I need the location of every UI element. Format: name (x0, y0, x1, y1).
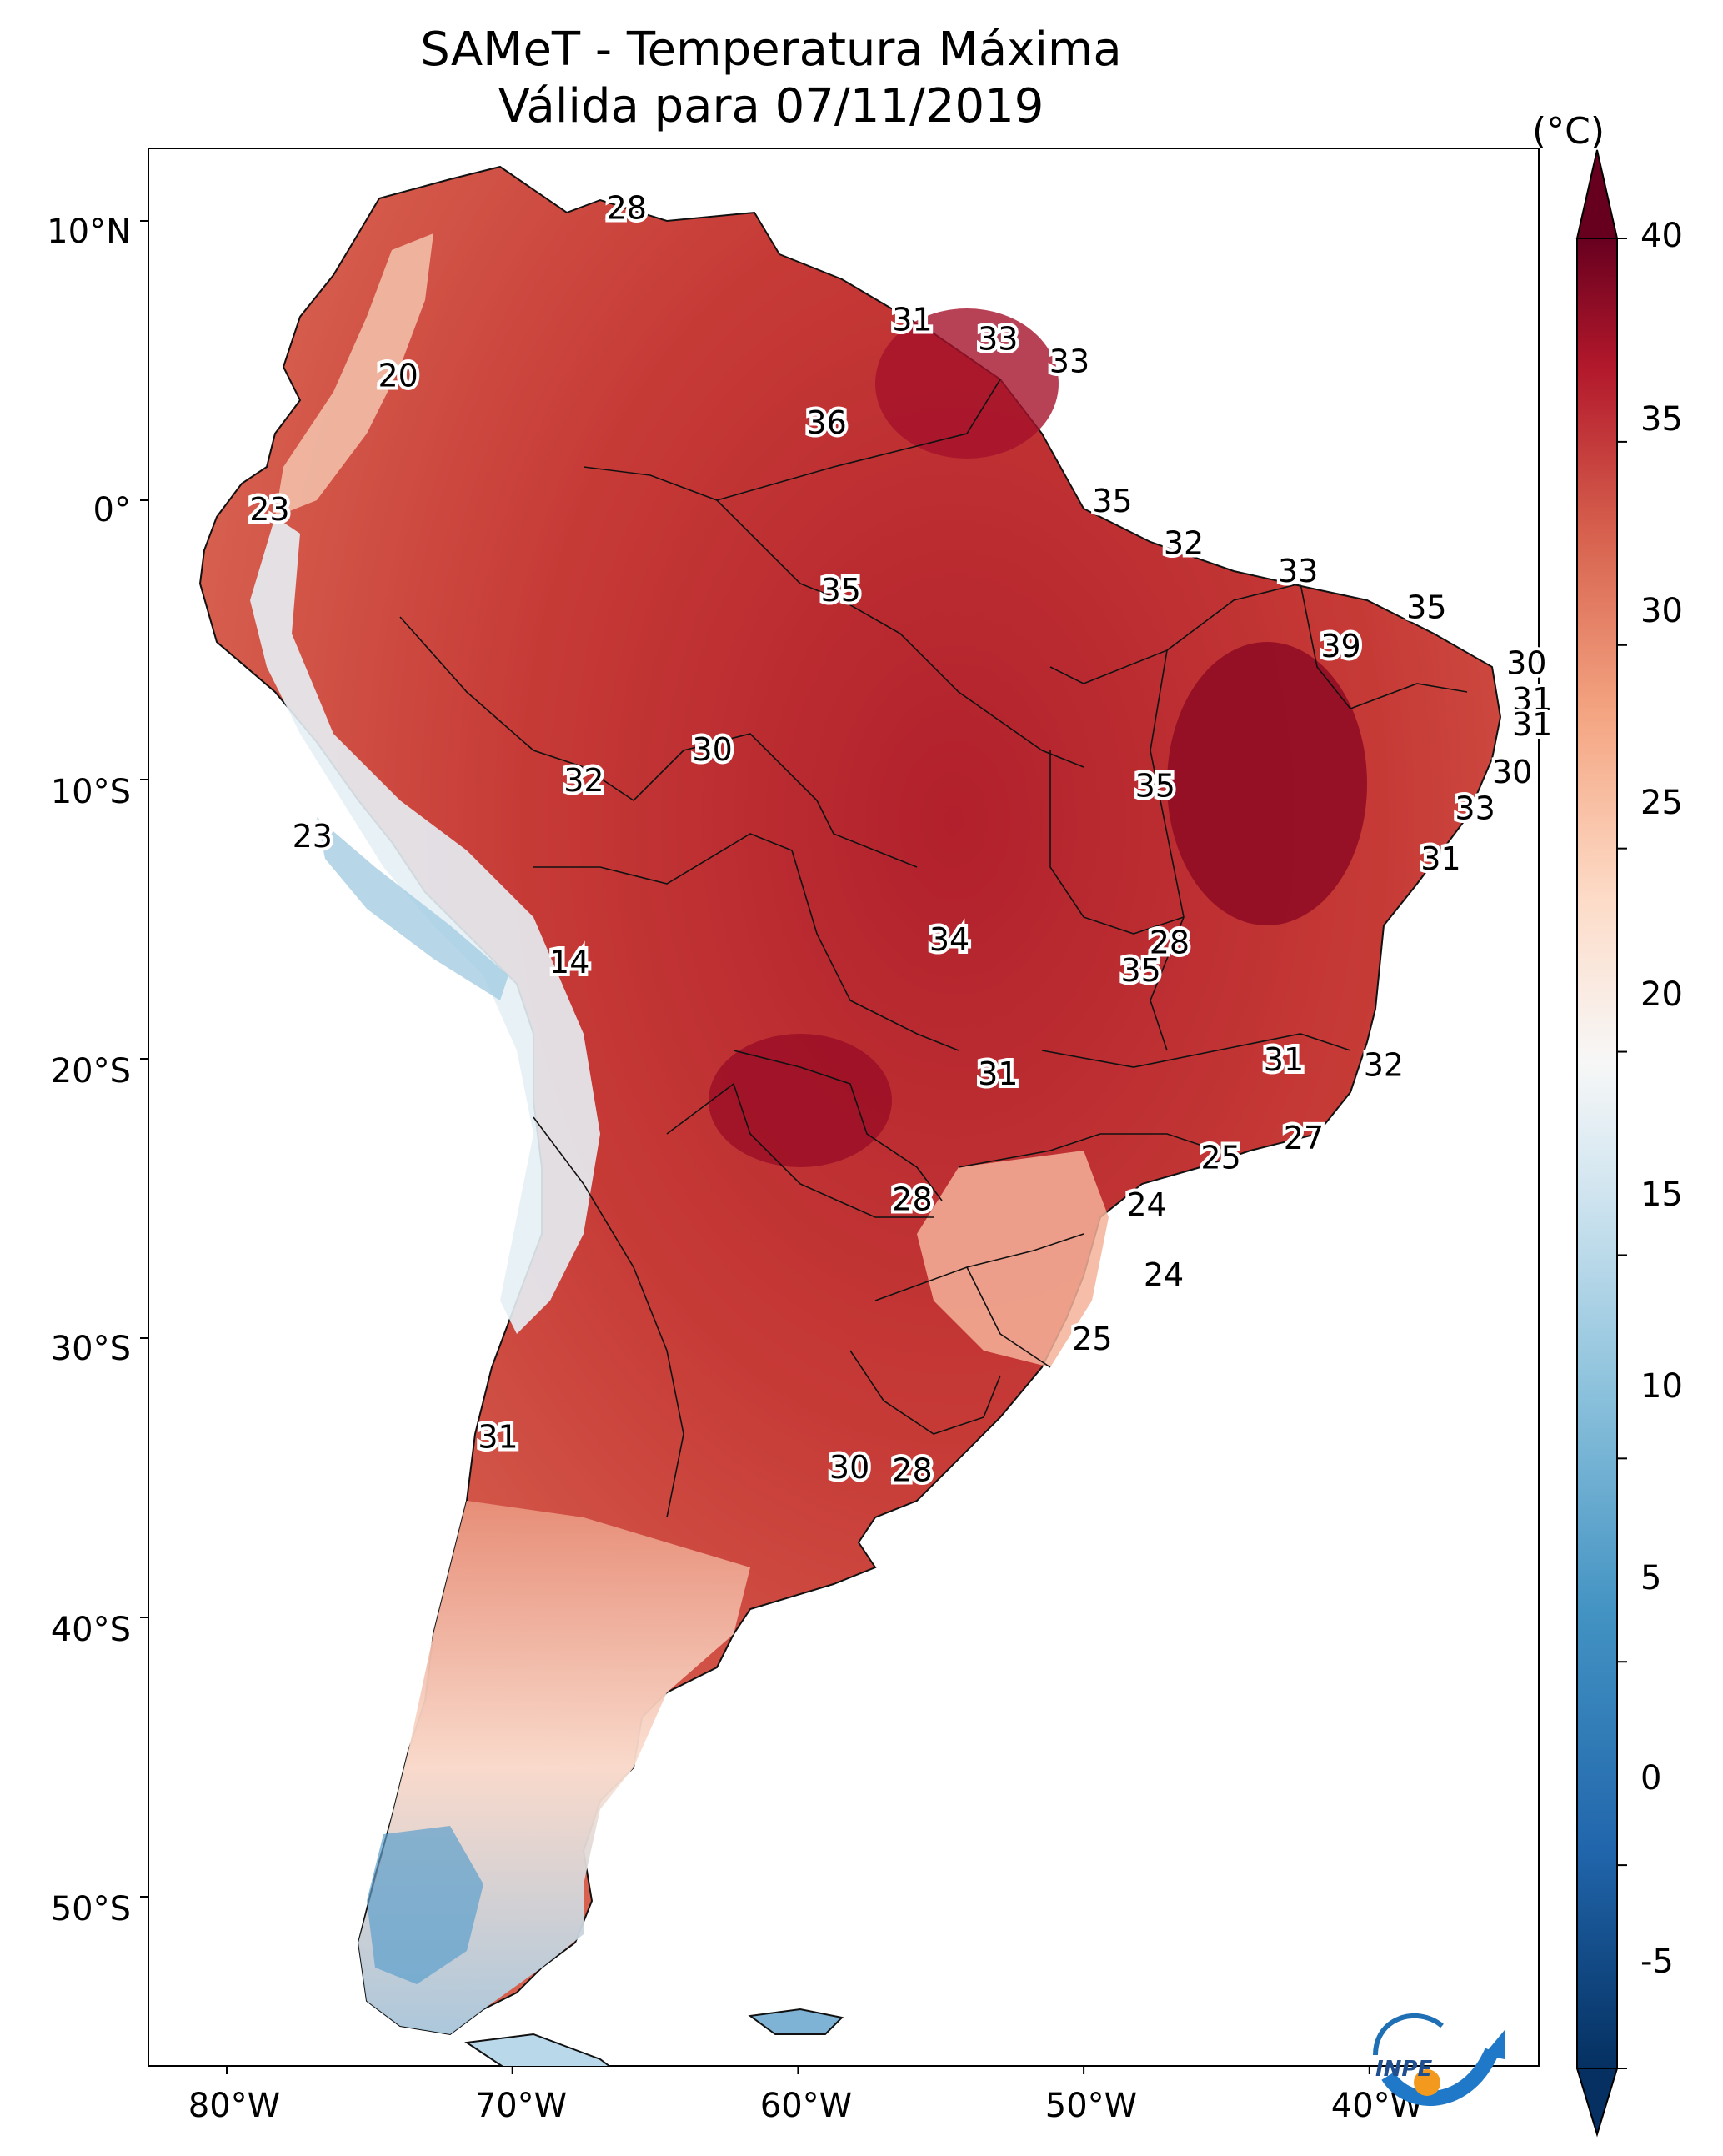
andes-blue-core (317, 817, 508, 1000)
longitude-tick-label: 80°W (188, 2087, 281, 2125)
colorbar-tick-label: -5 (1640, 1943, 1674, 1981)
temperature-value-label: 32 (1364, 1047, 1404, 1084)
latitude-tick-label: 10°N (47, 213, 131, 251)
colorbar-tick-label: 40 (1640, 217, 1683, 255)
temperature-value-label: 27 (1284, 1120, 1324, 1156)
colorbar-tick-label: 25 (1640, 784, 1683, 822)
temperature-value-label: 28 (1150, 924, 1190, 960)
temperature-value-label: 20 (378, 357, 418, 394)
temperature-value-label: 31 (1420, 840, 1460, 877)
colorbar-tick-label: 10 (1640, 1367, 1683, 1406)
inpe-logo: INPE (1373, 2013, 1505, 2107)
temperature-value-label: 35 (1135, 768, 1175, 805)
longitude-tick-label: 70°W (474, 2087, 568, 2125)
andes-north-cool-zone (275, 233, 433, 517)
temperature-value-label: 30 (1492, 754, 1532, 790)
temperature-value-label: 36 (806, 404, 846, 441)
temperature-value-label: 32 (563, 762, 604, 799)
temperature-value-label: 30 (692, 731, 732, 768)
colorbar-tick-label: 35 (1640, 400, 1683, 439)
temperature-value-label: 28 (892, 1452, 932, 1488)
andes-central-cool-zone (250, 517, 600, 1334)
latitude-tick-label: 20°S (50, 1052, 131, 1091)
temperature-value-label: 24 (1126, 1186, 1166, 1223)
colorbar-tick-label: 5 (1640, 1559, 1662, 1597)
temperature-value-label: 23 (293, 818, 333, 855)
patagonia-blue-zone (367, 1826, 483, 1984)
temperature-value-label: 33 (978, 321, 1018, 358)
latitude-tick-label: 0° (93, 491, 131, 529)
temperature-value-label: 30 (829, 1449, 869, 1486)
latitude-tick-label: 50°S (50, 1890, 131, 1928)
chart-title: SAMeT - Temperatura Máxima (420, 23, 1122, 77)
temperature-value-label: 33 (1049, 343, 1089, 380)
falkland-islands (748, 2008, 844, 2035)
temperature-value-label: 31 (1512, 706, 1552, 743)
northeast-hot-core (1167, 642, 1367, 925)
temperature-value-label: 33 (1455, 790, 1495, 827)
longitude-tick-label: 60°W (759, 2087, 853, 2125)
north-hot-core (875, 308, 1059, 459)
temperature-value-label: 35 (1092, 483, 1132, 519)
latitude-tick-label: 30°S (50, 1330, 131, 1368)
temperature-value-label: 35 (1406, 589, 1446, 625)
temperature-value-label: 35 (821, 572, 861, 609)
temperature-value-label: 39 (1320, 628, 1360, 664)
latitude-tick-label: 10°S (50, 773, 131, 811)
temperature-value-label: 25 (1200, 1139, 1240, 1176)
temperature-value-label: 28 (607, 189, 647, 226)
temperature-value-label: 31 (478, 1418, 518, 1455)
colorbar-unit: (°C) (1532, 110, 1605, 153)
temperature-value-label: 31 (892, 301, 932, 338)
chart-subtitle: Válida para 07/11/2019 (498, 79, 1044, 133)
latitude-tick-label: 40°S (50, 1611, 131, 1649)
temperature-value-label: 28 (892, 1181, 932, 1218)
temperature-value-label: 31 (978, 1055, 1018, 1092)
longitude-tick-label: 50°W (1044, 2087, 1138, 2125)
temperature-value-label: 33 (1278, 553, 1318, 589)
chaco-hot-core (709, 1034, 892, 1167)
colorbar-tick-label: 0 (1640, 1759, 1662, 1798)
colorbar-tick-label: 15 (1640, 1176, 1683, 1214)
colorbar-tick-label: 20 (1640, 975, 1683, 1014)
country-borders (399, 379, 1468, 1518)
logo-text: INPE (1375, 2057, 1432, 2082)
tierra-del-fuego (464, 2033, 611, 2066)
south-brazil-cooler-zone (917, 1151, 1109, 1367)
colorbar-tick-label: 30 (1640, 592, 1683, 630)
temperature-value-label: 24 (1144, 1256, 1184, 1293)
temperature-value-label: 35 (1120, 952, 1160, 989)
temperature-value-label: 25 (1072, 1321, 1112, 1357)
temperature-value-label: 32 (1164, 524, 1204, 561)
colorbar (1575, 149, 1627, 2138)
temperature-value-label: 14 (549, 944, 589, 980)
temperature-value-label: 23 (249, 491, 289, 528)
temperature-value-label: 34 (929, 921, 969, 958)
temperature-value-label: 31 (1512, 681, 1552, 718)
temperature-value-label: 31 (1264, 1041, 1304, 1078)
temperature-value-label: 30 (1506, 644, 1546, 681)
